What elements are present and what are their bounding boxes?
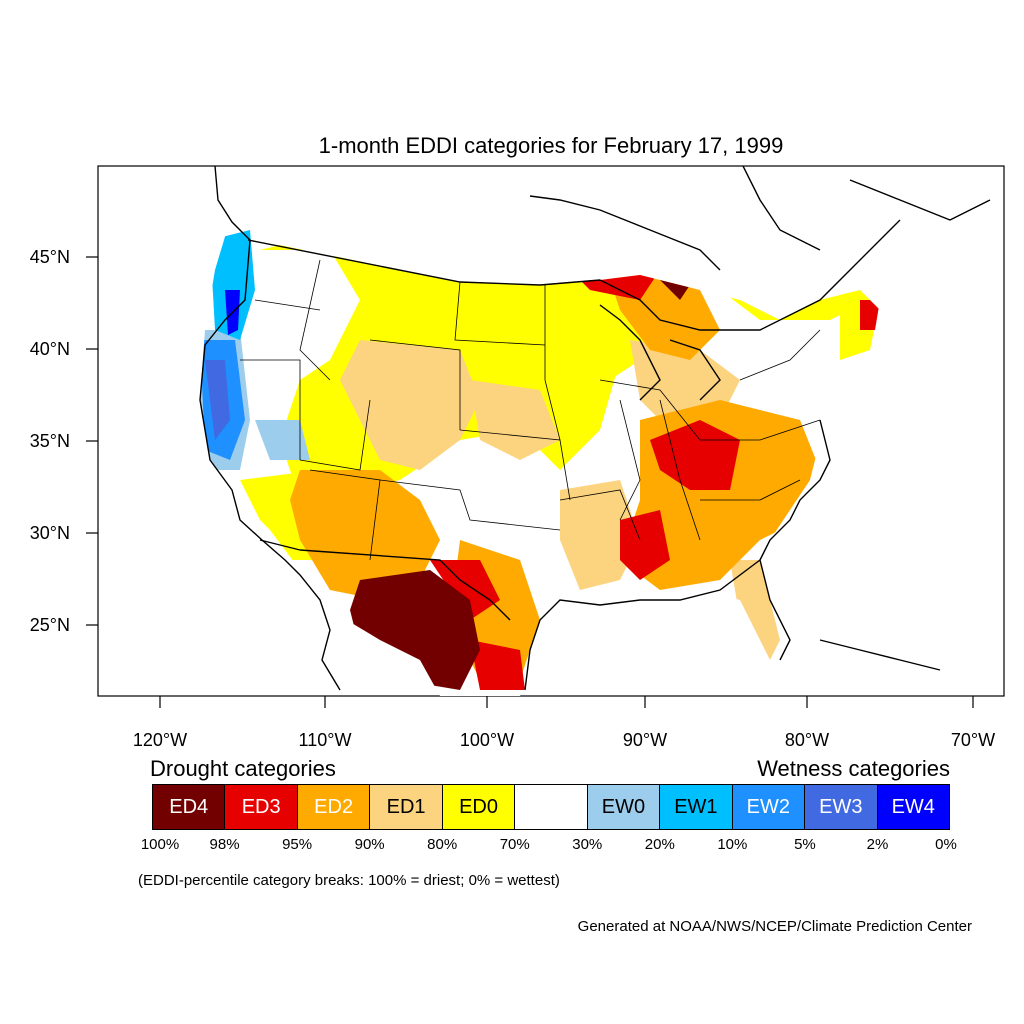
percentile-label: 2%	[866, 836, 889, 853]
legend-box-ed2: ED2	[297, 785, 371, 829]
lat-label: 45°N	[30, 247, 70, 267]
drought-heading: Drought categories	[150, 756, 336, 781]
percentile-label: 95%	[282, 836, 313, 853]
lon-label: 90°W	[623, 730, 667, 750]
ed2-region	[290, 470, 440, 600]
percentile-label: 10%	[717, 836, 748, 853]
wetness-heading: Wetness categories	[757, 756, 950, 781]
lat-label: 35°N	[30, 431, 70, 451]
lon-label: 100°W	[460, 730, 514, 750]
percentile-label: 0%	[935, 836, 957, 853]
percentile-label: 90%	[354, 836, 385, 853]
percentile-label: 5%	[794, 836, 816, 853]
ed1-region	[340, 340, 480, 470]
map-title: 1-month EDDI categories for February 17,…	[318, 133, 784, 158]
lat-label: 40°N	[30, 339, 70, 359]
state-borders	[240, 259, 821, 561]
legend-box-ew2: EW2	[732, 785, 806, 829]
category-note: (EDDI-percentile category breaks: 100% =…	[138, 872, 560, 889]
legend-box-neutral	[515, 785, 588, 829]
percentile-label: 20%	[644, 836, 675, 853]
lat-label: 25°N	[30, 615, 70, 635]
percentile-label: 98%	[209, 836, 240, 853]
legend-box-ew4: EW4	[877, 785, 949, 829]
lon-label: 80°W	[785, 730, 829, 750]
legend-box-ed1: ED1	[370, 785, 443, 829]
lon-label: 70°W	[951, 730, 995, 750]
lon-label: 110°W	[299, 730, 352, 750]
lon-label: 120°W	[133, 730, 187, 750]
legend-box-ed4: ED4	[153, 785, 226, 829]
legend-box-ew0: EW0	[587, 785, 661, 829]
coastlines	[199, 166, 991, 691]
legend-box-ew3: EW3	[805, 785, 878, 829]
ed3-region	[650, 420, 740, 490]
legend-box-ed0: ED0	[442, 785, 516, 829]
percentile-label: 80%	[427, 836, 458, 853]
legend-colorbar: ED4 ED3 ED2 ED1 ED0 EW0 EW1 EW2 EW3 EW4	[152, 784, 950, 830]
percentile-label: 30%	[572, 836, 603, 853]
percentile-label: 100%	[140, 836, 180, 853]
lat-label: 30°N	[30, 523, 70, 543]
credit-text: Generated at NOAA/NWS/NCEP/Climate Predi…	[577, 918, 972, 935]
legend-box-ew1: EW1	[660, 785, 733, 829]
percentile-label: 70%	[499, 836, 530, 853]
legend-box-ed3: ED3	[225, 785, 298, 829]
